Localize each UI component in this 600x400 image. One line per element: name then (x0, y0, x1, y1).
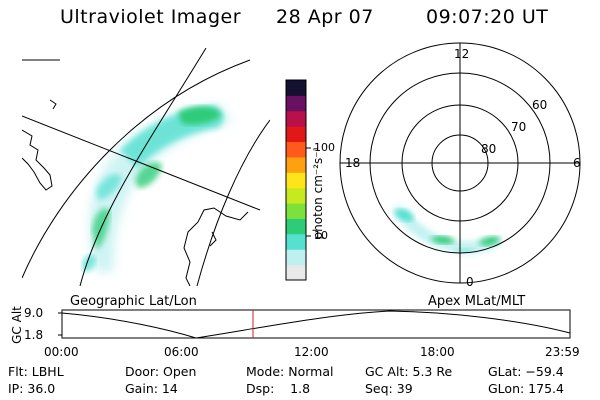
colorbar-stripe (286, 233, 306, 250)
date-label: 28 Apr 07 (276, 6, 374, 28)
colorbar-stripe (286, 141, 306, 158)
instrument-title: Ultraviolet Imager (60, 6, 242, 28)
polar-panel-title: Apex MLat/MLT (428, 294, 526, 309)
dsp-info: Dsp: 1.8 (246, 381, 311, 396)
polar-grid (339, 42, 581, 284)
altitude-y-max: 9.0 (24, 306, 44, 320)
map-grid (22, 48, 270, 286)
colorbar-tick-label-100: 100 (314, 141, 335, 154)
altitude-plot (58, 309, 571, 339)
aurora-glow-polar (392, 205, 503, 254)
colorbar-stripe (286, 110, 306, 127)
geographic-panel-title: Geographic Lat/Lon (70, 294, 197, 309)
altitude-y-min: 1.8 (24, 328, 44, 342)
x-tick-1200: 12:00 (294, 345, 329, 359)
geographic-map (22, 48, 270, 286)
colorbar-stripe (286, 264, 306, 281)
x-tick-0600: 06:00 (164, 345, 199, 359)
colorbar-stripes (286, 80, 306, 281)
colorbar-tick-label-10: 10 (314, 229, 328, 242)
ip-info: IP: 36.0 (8, 381, 56, 396)
lat-label-60: 60 (532, 98, 548, 112)
x-tick-0000: 00:00 (44, 345, 79, 359)
mlt-label-18: 18 (345, 156, 361, 170)
polar-plot (339, 42, 581, 284)
mlt-label-0: 0 (466, 275, 474, 289)
mlt-label-12: 12 (454, 47, 470, 61)
altitude-curve (61, 310, 571, 339)
colorbar-stripe (286, 203, 306, 219)
colorbar-frame (285, 79, 307, 281)
filter-info: Flt: LBHL (8, 364, 64, 379)
colorbar-stripe (286, 95, 306, 112)
colorbar (285, 79, 311, 281)
colorbar-stripe (286, 187, 306, 204)
colorbar-stripe (286, 249, 306, 266)
glon-info: GLon: 175.4 (488, 381, 564, 396)
colorbar-stripe (286, 172, 306, 189)
colorbar-stripe (286, 80, 306, 96)
gain-info: Gain: 14 (125, 381, 178, 396)
colorbar-stripe (286, 156, 306, 173)
x-tick-2359: 23:59 (545, 345, 580, 359)
colorbar-stripe (286, 126, 306, 143)
x-tick-1800: 18:00 (420, 345, 455, 359)
glat-info: GLat: −59.4 (488, 364, 564, 379)
coastlines (22, 99, 249, 286)
mode-info: Mode: Normal (246, 364, 334, 379)
altitude-axis-label: GC Alt (9, 306, 24, 344)
door-info: Door: Open (125, 364, 197, 379)
lat-label-70: 70 (511, 120, 527, 134)
altitude-plot-frame (61, 309, 571, 339)
mlt-label-6: 6 (573, 156, 581, 170)
aurora-glow-geographic (82, 104, 232, 272)
time-label: 09:07:20 UT (426, 6, 549, 28)
gc-alt-info: GC Alt: 5.3 Re (365, 364, 453, 379)
seq-info: Seq: 39 (365, 381, 413, 396)
colorbar-stripe (286, 218, 306, 235)
lat-label-80: 80 (481, 142, 497, 156)
